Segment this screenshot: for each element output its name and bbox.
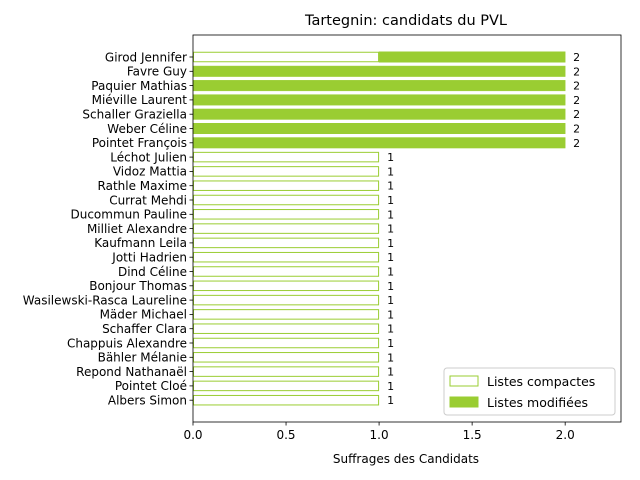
- y-tick-label: Schaffer Clara: [102, 322, 187, 336]
- bar-compact: [193, 366, 380, 377]
- bar-modified: [192, 108, 566, 120]
- y-tick-label: Vidoz Mattia: [113, 165, 187, 179]
- y-tick-label: Schaller Graziella: [82, 108, 187, 122]
- value-label: 2: [573, 123, 580, 136]
- value-label: 1: [387, 194, 394, 207]
- y-tick-label: Girod Jennifer: [105, 50, 187, 64]
- bar-compact: [193, 294, 380, 306]
- value-label: 2: [573, 80, 580, 93]
- bar-compact: [193, 180, 380, 191]
- x-axis-label: Suffrages des Candidats: [333, 452, 479, 466]
- y-tick-label: Bähler Mélanie: [98, 351, 187, 365]
- bar-compact: [193, 337, 380, 349]
- value-label: 1: [387, 251, 394, 264]
- value-label: 2: [573, 65, 580, 78]
- value-label: 1: [387, 223, 394, 236]
- x-tick-label: 1.0: [370, 428, 389, 442]
- legend-box: [443, 367, 616, 416]
- bar-modified: [192, 80, 566, 92]
- y-tick-label: Currat Mehdi: [109, 193, 187, 207]
- bar-modified: [192, 123, 566, 134]
- value-label: 2: [573, 137, 580, 150]
- y-tick-label: Léchot Julien: [110, 150, 187, 164]
- y-tick-label: Wasilewski-Rasca Laureline: [23, 293, 187, 307]
- y-tick-label: Kaufmann Leila: [94, 236, 187, 250]
- plot-area: Girod Jennifer 2 Favre Guy 2 Paquier Mathias…: [23, 34, 622, 442]
- value-label: 2: [573, 108, 580, 121]
- bar-modified: [378, 51, 566, 63]
- y-tick-label: Repond Nathanaël: [76, 365, 187, 379]
- x-tick-label: 2.0: [556, 428, 575, 442]
- bar-compact: [193, 394, 380, 406]
- legend-swatch: [449, 396, 479, 408]
- legend: Listes compactes Listes modifiées: [443, 367, 616, 416]
- y-tick-label: Pointet Cloé: [115, 379, 187, 393]
- y-tick-label: Jotti Hadrien: [111, 251, 187, 265]
- value-label: 1: [387, 380, 394, 393]
- value-label: 1: [387, 165, 394, 178]
- value-label: 1: [387, 280, 394, 293]
- y-tick-label: Chappuis Alexandre: [67, 336, 187, 350]
- legend-label: Listes modifiées: [487, 395, 588, 410]
- value-label: 1: [387, 323, 394, 336]
- bar-compact: [193, 237, 380, 249]
- x-tick-label: 0.0: [183, 428, 202, 442]
- y-tick-label: Milliet Alexandre: [87, 222, 187, 236]
- bar-compact: [193, 251, 380, 263]
- value-label: 1: [387, 208, 394, 221]
- y-tick-label: Pointet François: [92, 136, 187, 150]
- value-label: 1: [387, 294, 394, 307]
- bar-modified: [192, 65, 566, 77]
- y-tick-label: Paquier Mathias: [91, 79, 187, 93]
- y-tick-label: Albers Simon: [108, 394, 187, 408]
- plot-frame: [192, 34, 622, 423]
- bar-compact: [193, 166, 380, 177]
- bar-compact: [193, 323, 380, 334]
- value-label: 1: [387, 308, 394, 321]
- bar-compact: [193, 151, 380, 163]
- y-tick-label: Mäder Michael: [100, 308, 187, 322]
- value-label: 1: [387, 366, 394, 379]
- value-label: 2: [573, 94, 580, 107]
- bar-compact: [193, 194, 380, 206]
- y-tick-label: Miéville Laurent: [92, 93, 188, 107]
- value-label: 1: [387, 151, 394, 164]
- value-label: 1: [387, 351, 394, 364]
- y-tick-label: Weber Céline: [107, 122, 187, 136]
- y-tick-label: Rathle Maxime: [98, 179, 187, 193]
- bar-compact: [193, 352, 380, 363]
- chart-title: Tartegnin: candidats du PVL: [304, 13, 507, 29]
- bar-compact: [193, 223, 380, 234]
- bar-compact: [193, 380, 380, 392]
- bar-compact: [193, 209, 380, 220]
- legend-swatch: [449, 375, 479, 387]
- legend-label: Listes compactes: [487, 374, 595, 389]
- y-tick-label: Ducommun Pauline: [70, 208, 187, 222]
- value-label: 1: [387, 180, 394, 193]
- value-label: 1: [387, 237, 394, 250]
- value-label: 1: [387, 394, 394, 407]
- bar-compact: [193, 280, 380, 292]
- bar-compact: [193, 309, 380, 320]
- value-label: 1: [387, 337, 394, 350]
- bar-modified: [192, 137, 566, 149]
- y-tick-label: Favre Guy: [127, 65, 187, 79]
- x-tick-label: 1.5: [463, 428, 482, 442]
- y-tick-label: Dind Céline: [118, 265, 187, 279]
- value-label: 1: [387, 266, 394, 279]
- value-label: 2: [573, 51, 580, 64]
- bar-compact: [193, 266, 380, 277]
- bar-compact: [193, 51, 380, 63]
- x-tick-label: 0.5: [276, 428, 295, 442]
- y-tick-label: Bonjour Thomas: [89, 279, 187, 293]
- bar-modified: [192, 94, 566, 106]
